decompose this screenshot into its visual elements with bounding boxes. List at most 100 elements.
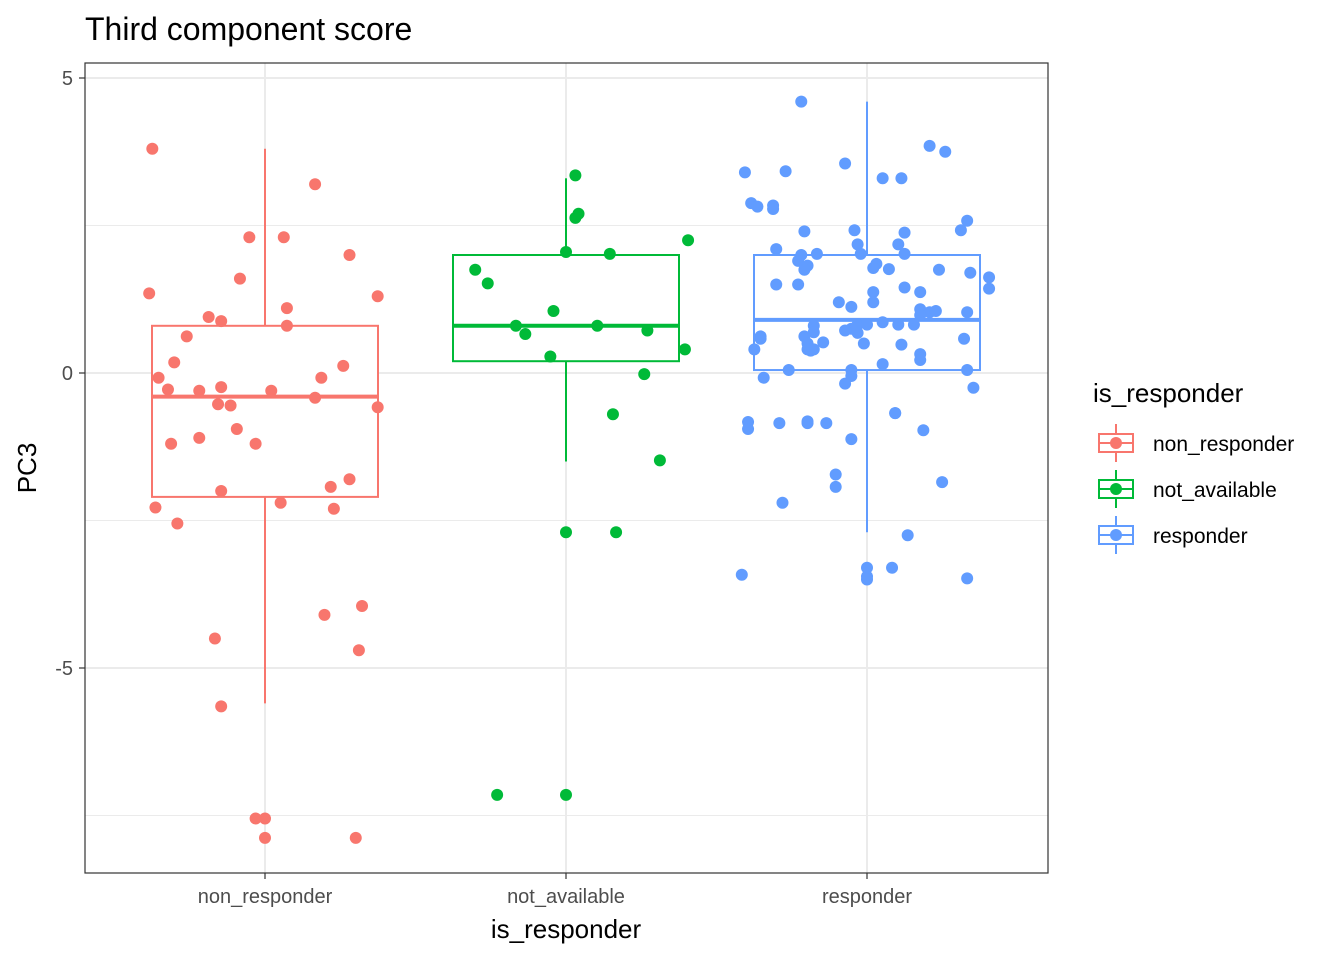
x-tick-label: non_responder: [198, 886, 333, 908]
data-point: [817, 336, 830, 349]
data-point: [202, 310, 215, 323]
data-point: [249, 812, 262, 825]
axes: 5 0 -5 non_responder not_available responder: [55, 68, 912, 908]
data-point: [798, 225, 811, 238]
legend-key-point: [1110, 437, 1122, 449]
boxplot-non-responder: [151, 148, 379, 704]
data-point: [249, 437, 262, 450]
data-point: [964, 266, 977, 279]
data-point: [682, 234, 695, 247]
legend-label: non_responder: [1153, 433, 1294, 456]
data-point: [547, 305, 560, 318]
data-point: [509, 319, 522, 332]
legend-label: not_available: [1153, 479, 1277, 502]
data-point: [914, 354, 927, 367]
data-point: [932, 263, 945, 276]
x-axis-title: is_responder: [491, 914, 642, 944]
data-point: [923, 139, 936, 152]
data-point: [638, 368, 651, 381]
data-point: [767, 202, 780, 215]
data-point: [193, 384, 206, 397]
data-point: [230, 423, 243, 436]
data-point: [603, 247, 616, 260]
data-point: [519, 328, 532, 341]
data-point: [233, 272, 246, 285]
data-point: [165, 437, 178, 450]
data-point: [895, 172, 908, 185]
points-responder: [735, 95, 996, 586]
points: [143, 95, 996, 844]
data-point: [895, 338, 908, 351]
data-point: [371, 290, 384, 303]
x-tick-label: responder: [822, 886, 912, 908]
points-non-responder: [143, 142, 384, 844]
data-point: [848, 224, 861, 237]
data-point: [678, 343, 691, 356]
data-point: [917, 424, 930, 437]
box: [753, 254, 981, 372]
data-point: [318, 608, 331, 621]
data-point: [832, 296, 845, 309]
legend-key-point: [1110, 483, 1122, 495]
data-point: [309, 391, 322, 404]
data-point: [757, 371, 770, 384]
data-point: [967, 381, 980, 394]
data-point: [280, 302, 293, 315]
data-point: [544, 350, 557, 363]
data-point: [274, 496, 287, 509]
data-point: [886, 561, 899, 574]
data-point: [958, 332, 971, 345]
y-tick-label: -5: [55, 658, 73, 680]
data-point: [215, 381, 228, 394]
data-point: [653, 454, 666, 467]
x-tick-label: not_available: [507, 886, 625, 908]
data-point: [315, 371, 328, 384]
data-point: [907, 318, 920, 331]
data-point: [324, 480, 337, 493]
data-point: [208, 632, 221, 645]
data-point: [839, 324, 852, 337]
data-point: [961, 572, 974, 585]
points-not-available: [469, 169, 695, 801]
legend-item-not-available: not_available: [1098, 470, 1277, 508]
data-point: [901, 529, 914, 542]
data-point: [212, 398, 225, 411]
data-point: [243, 231, 256, 244]
data-point: [845, 300, 858, 313]
box: [452, 254, 680, 363]
data-point: [898, 226, 911, 239]
data-point: [491, 788, 504, 801]
data-point: [161, 383, 174, 396]
data-point: [560, 526, 572, 539]
data-point: [481, 277, 494, 290]
data-point: [867, 286, 880, 299]
data-point: [591, 319, 604, 332]
data-point: [259, 812, 271, 825]
data-point: [861, 318, 873, 331]
data-point: [776, 496, 789, 509]
data-point: [641, 324, 654, 337]
data-point: [914, 309, 927, 322]
data-point: [804, 344, 817, 357]
y-tick-label: 0: [62, 363, 73, 385]
data-point: [876, 172, 889, 185]
data-point: [146, 142, 159, 155]
data-point: [795, 95, 808, 108]
data-point: [861, 561, 873, 574]
data-point: [936, 476, 949, 489]
data-point: [829, 480, 842, 493]
data-point: [224, 399, 237, 412]
data-point: [349, 831, 362, 844]
data-point: [152, 371, 165, 384]
data-point: [215, 700, 228, 713]
data-point: [280, 319, 293, 332]
data-point: [337, 359, 350, 372]
data-point: [857, 337, 870, 350]
data-point: [983, 271, 996, 284]
data-point: [892, 238, 905, 251]
data-point: [929, 305, 942, 318]
data-point: [770, 243, 783, 256]
data-point: [569, 169, 582, 182]
legend-item-non-responder: non_responder: [1098, 424, 1294, 462]
